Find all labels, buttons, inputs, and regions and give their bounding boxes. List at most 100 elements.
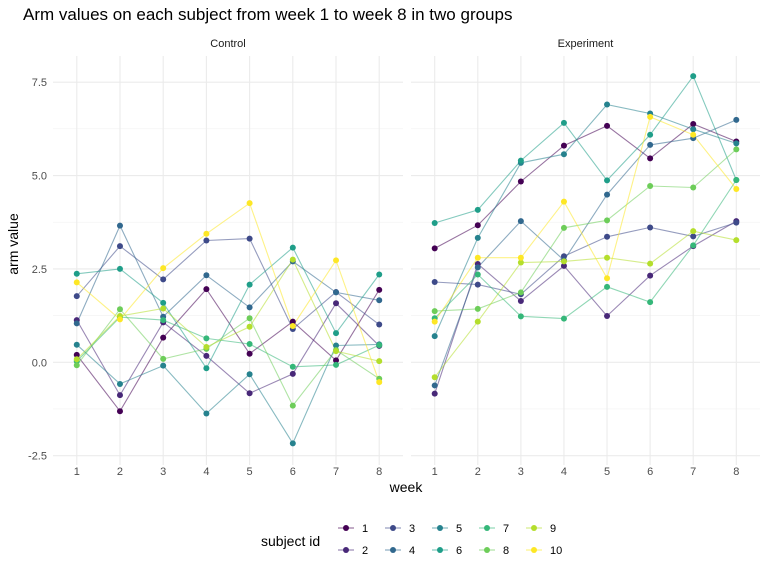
data-point	[560, 198, 567, 205]
data-point	[604, 312, 611, 319]
data-point	[560, 142, 567, 149]
data-point	[690, 73, 697, 80]
legend-item-8: 8	[479, 545, 509, 557]
panel-control: Control 1 2 3 4 5 6 7 8 -2.5 0.0 2.5 5.0 7.5	[28, 38, 403, 478]
legend-label: 2	[362, 545, 368, 557]
data-point	[160, 276, 167, 283]
data-point	[647, 299, 654, 306]
series-line-6	[76, 246, 380, 370]
series-line-9	[76, 258, 380, 362]
data-point	[116, 392, 123, 399]
data-point	[517, 178, 524, 185]
data-point	[474, 234, 481, 241]
legend-item-6: 6	[432, 545, 462, 557]
data-point	[203, 286, 210, 293]
data-point	[517, 289, 524, 296]
data-point	[474, 222, 481, 229]
data-point	[431, 374, 438, 381]
legend-label: 4	[409, 545, 415, 557]
data-point	[289, 256, 296, 263]
data-point	[289, 363, 296, 370]
data-point	[647, 155, 654, 162]
data-point	[116, 222, 123, 229]
legend-label: 5	[456, 523, 462, 535]
data-point	[604, 275, 611, 282]
series-line-5	[76, 343, 380, 445]
y-tick-label: 0.0	[32, 357, 47, 369]
data-point	[474, 271, 481, 278]
legend-item-10: 10	[526, 545, 562, 557]
data-point	[690, 233, 697, 240]
data-point	[431, 219, 438, 226]
panel-experiment: Experiment 1 2 3 4 5 6 7 8	[411, 38, 760, 478]
data-point	[474, 318, 481, 325]
data-point	[604, 233, 611, 240]
legend-label: 1	[362, 523, 368, 535]
data-point	[376, 297, 383, 304]
series-line-4	[434, 119, 737, 386]
data-point	[333, 357, 340, 364]
data-point	[517, 157, 524, 164]
data-point	[160, 299, 167, 306]
data-point	[376, 342, 383, 349]
x-axis-title: week	[389, 479, 424, 495]
series-line-10	[434, 116, 737, 322]
data-point	[246, 235, 253, 242]
data-point	[246, 281, 253, 288]
data-point	[333, 342, 340, 349]
series-line-8	[76, 308, 380, 407]
legend-key-point	[484, 525, 490, 531]
data-point	[690, 242, 697, 249]
series-line-2	[434, 220, 737, 394]
data-point	[203, 237, 210, 244]
data-point	[73, 351, 80, 358]
data-point	[73, 279, 80, 286]
data-point	[690, 228, 697, 235]
legend-item-5: 5	[432, 523, 462, 535]
legend-item-2: 2	[338, 545, 368, 557]
legend-label: 3	[409, 523, 415, 535]
x-tick-label: 3	[160, 466, 166, 478]
series-line-8	[434, 148, 737, 312]
legend-item-1: 1	[338, 523, 368, 535]
series-line-10	[76, 202, 380, 383]
data-point	[289, 318, 296, 325]
data-point	[647, 131, 654, 138]
data-point	[647, 113, 654, 120]
legend-label: 7	[503, 523, 509, 535]
data-point	[517, 254, 524, 261]
data-point	[160, 317, 167, 324]
data-point	[517, 298, 524, 305]
legend-item-9: 9	[526, 523, 556, 535]
data-point	[203, 352, 210, 359]
data-point	[246, 304, 253, 311]
data-point	[116, 380, 123, 387]
legend-key-point	[390, 525, 396, 531]
data-point	[376, 271, 383, 278]
data-point	[333, 361, 340, 368]
legend-key-point	[437, 547, 443, 553]
data-point	[203, 365, 210, 372]
data-point	[246, 390, 253, 397]
series-line-2	[76, 302, 380, 397]
data-point	[431, 308, 438, 315]
data-point	[690, 131, 697, 138]
x-tick-label: 6	[647, 466, 653, 478]
y-tick-label: 7.5	[32, 77, 47, 89]
legend-key-point	[390, 547, 396, 553]
data-point	[733, 219, 740, 226]
data-point	[733, 116, 740, 123]
legend-label: 6	[456, 545, 462, 557]
legend-key-point	[343, 525, 349, 531]
data-point	[560, 315, 567, 322]
legend-key-point	[343, 547, 349, 553]
legend: subject id 1 2 3 4 5 6 7 8 9 10	[261, 523, 562, 557]
legend-key-point	[437, 525, 443, 531]
data-point	[733, 146, 740, 153]
data-point	[116, 408, 123, 415]
data-point	[604, 283, 611, 290]
series-line-5	[434, 103, 737, 337]
data-point	[246, 350, 253, 357]
data-point	[474, 206, 481, 213]
